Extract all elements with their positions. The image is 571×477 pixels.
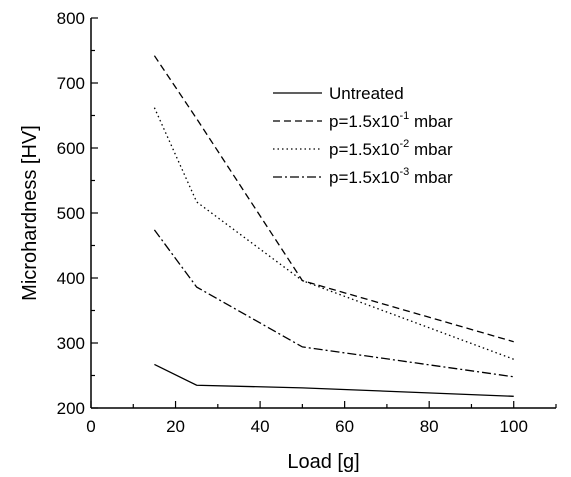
y-tick-label: 400 [57, 269, 85, 288]
x-tick-label: 20 [166, 417, 185, 436]
legend-label-2: p=1.5x10-1 mbar [329, 110, 453, 131]
x-tick-label: 100 [500, 417, 528, 436]
y-tick-label: 700 [57, 74, 85, 93]
legend-label-4: p=1.5x10-3 mbar [329, 166, 453, 187]
y-tick-label: 200 [57, 399, 85, 418]
x-tick-label: 0 [86, 417, 95, 436]
series-line-3 [153, 107, 514, 360]
y-axis-title: Microhardness [HV] [19, 125, 41, 301]
y-tick-label: 600 [57, 139, 85, 158]
series-line-4 [153, 229, 514, 378]
series-line-1 [154, 363, 514, 397]
y-tick-label: 500 [57, 204, 85, 223]
y-tick-label: 800 [57, 9, 85, 28]
series-line-2 [153, 55, 514, 343]
x-axis-title: Load [g] [287, 451, 359, 473]
legend: Untreated p=1.5x10-1 mbar p=1.5x10-2 mbar p… [273, 84, 453, 187]
x-tick-label: 80 [420, 417, 439, 436]
x-tick-label: 40 [251, 417, 270, 436]
y-tick-label: 300 [57, 334, 85, 353]
x-tick-label: 60 [335, 417, 354, 436]
axes: 0 20 40 60 80 100 200 300 400 500 600 700 800 [57, 9, 557, 436]
legend-label-3: p=1.5x10-2 mbar [329, 138, 453, 159]
series-group [153, 55, 514, 397]
legend-label-1: Untreated [329, 84, 404, 103]
